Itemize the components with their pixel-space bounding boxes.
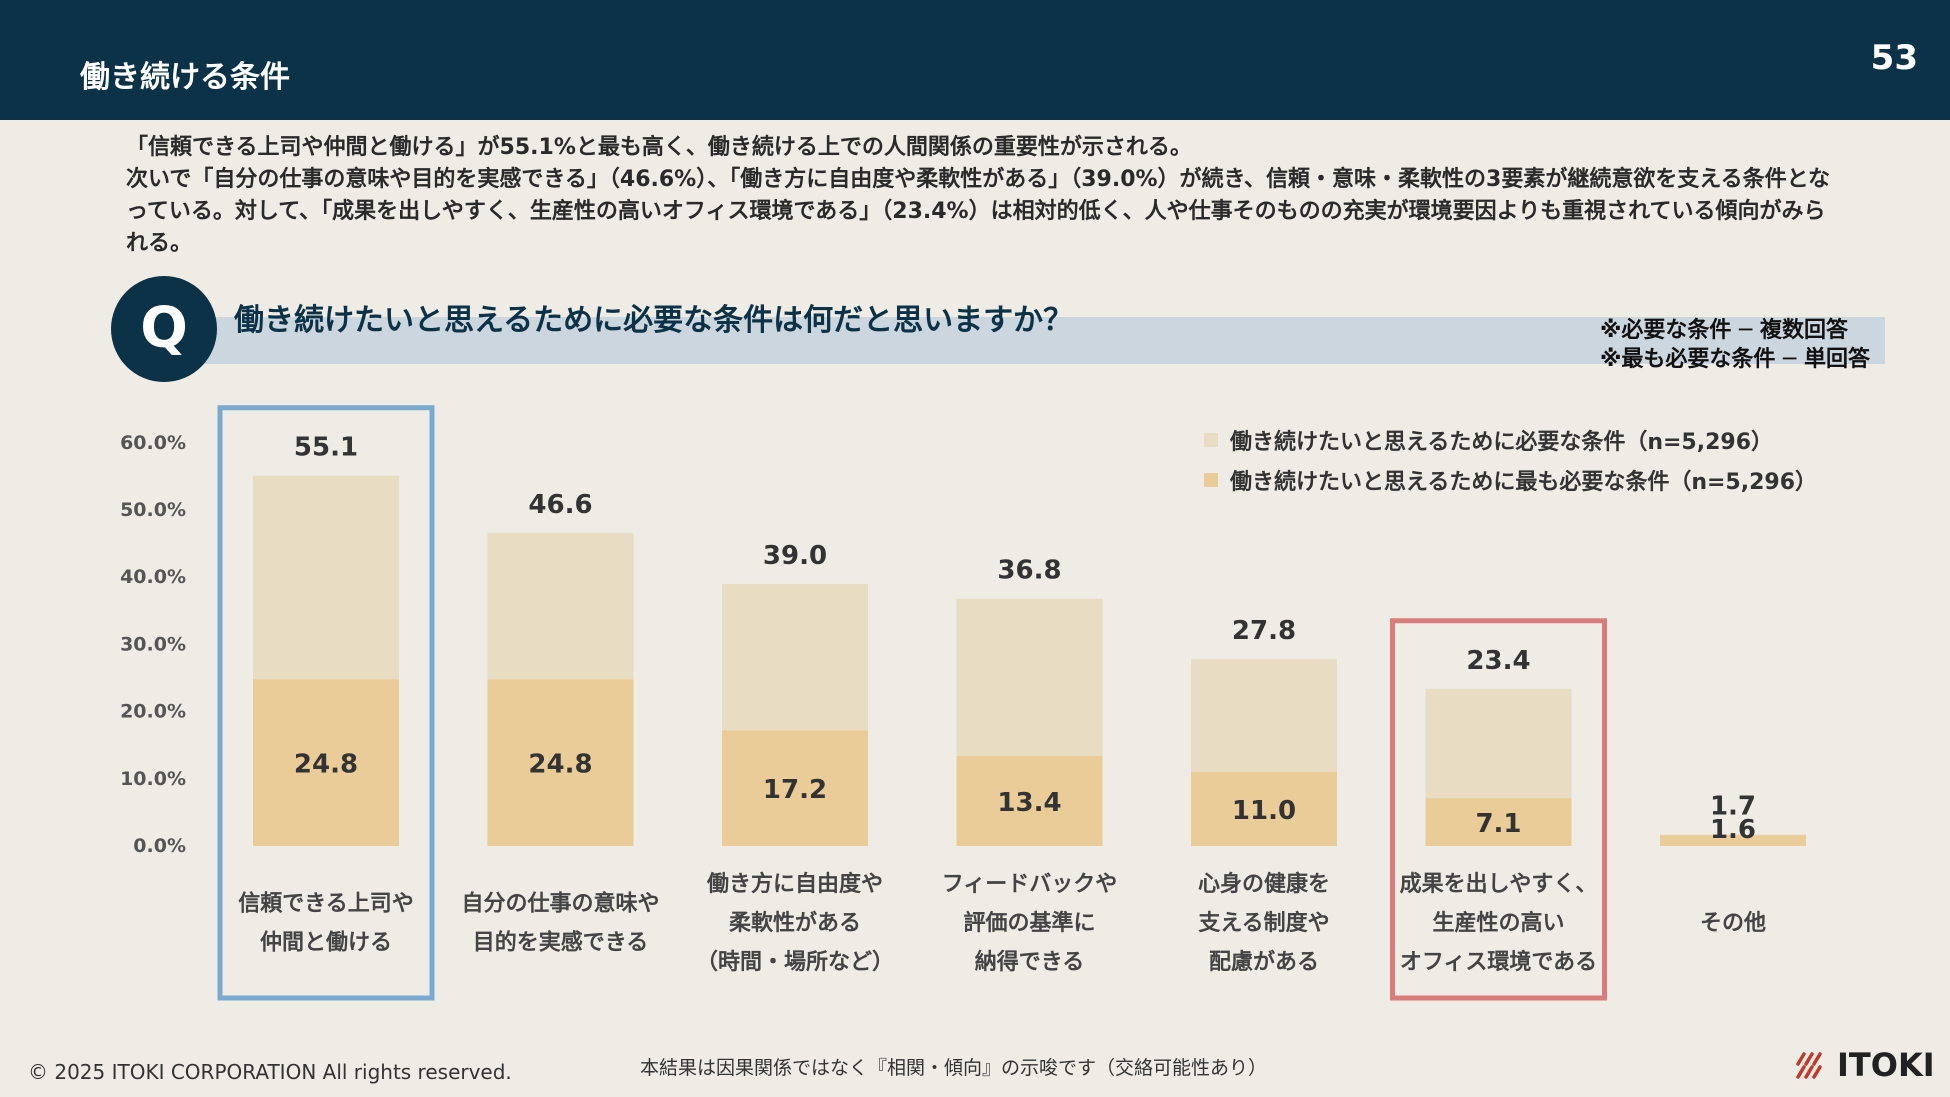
category-label: 自分の仕事の意味や (461, 891, 659, 917)
data-label-required: 36.8 (997, 556, 1061, 586)
category-label: 支える制度や (1198, 910, 1329, 936)
bar-most-required (1425, 798, 1572, 846)
bar-most-required (722, 730, 868, 846)
data-label-required: 46.6 (528, 490, 592, 520)
data-label-most-required: 17.2 (763, 775, 827, 805)
note-multiple-answer: ※必要な条件 ─ 複数回答 (1600, 318, 1848, 343)
summary-text: 「信頼できる上司や仲間と働ける」が55.1%と最も高く、働き続ける上での人間関係… (126, 132, 1846, 260)
category-label: 生産性の高い (1432, 910, 1564, 936)
data-label-required: 1.7 (1710, 792, 1756, 822)
data-label-required: 55.1 (294, 433, 358, 463)
y-tick-label: 0.0% (133, 835, 186, 857)
category-label: オフィス環境である (1400, 949, 1597, 975)
bar-most-required (487, 679, 634, 846)
logo-text: ITOKI (1837, 1046, 1935, 1084)
y-tick-label: 60.0% (120, 432, 186, 454)
highlight-box (1390, 618, 1607, 1001)
y-tick-label: 50.0% (120, 499, 186, 521)
data-label-most-required: 24.8 (294, 750, 358, 780)
question-band (175, 317, 1885, 364)
category-label: 目的を実感できる (473, 930, 649, 956)
data-label-most-required: 13.4 (997, 788, 1061, 818)
category-label: 仲間と働ける (260, 930, 392, 956)
logo-stroke (1812, 1065, 1822, 1079)
legend-label-most-required: 働き続けたいと思えるために最も必要な条件（n=5,296） (1230, 470, 1818, 495)
category-label: 納得できる (975, 949, 1085, 975)
legend-item-required: 働き続けたいと思えるために必要な条件（n=5,296） (1204, 420, 1817, 460)
category-label: フィードバックや (942, 872, 1118, 897)
highlight-box (217, 405, 435, 1001)
data-label-required: 23.4 (1466, 646, 1530, 676)
logo-mark-icon (1796, 1052, 1822, 1079)
page-title: 働き続ける条件 (80, 60, 290, 95)
logo-stroke (1812, 1052, 1822, 1066)
data-label-most-required: 24.8 (528, 750, 592, 780)
footer-note: 本結果は因果関係ではなく『相関・傾向』の示唆です（交絡可能性あり） (640, 1057, 1268, 1079)
logo-stroke (1796, 1052, 1806, 1066)
legend-label-required: 働き続けたいと思えるために必要な条件（n=5,296） (1230, 430, 1774, 455)
logo-stroke (1804, 1065, 1814, 1079)
question-text: 働き続けたいと思えるために必要な条件は何だと思いますか？ (234, 303, 1074, 338)
bar-most-required (1191, 772, 1337, 846)
category-label: 成果を出しやすく、 (1400, 872, 1598, 897)
logo-stroke (1796, 1065, 1806, 1079)
chart-legend: 働き続けたいと思えるために必要な条件（n=5,296） 働き続けたいと思えるため… (1204, 420, 1817, 500)
category-label: 信頼できる上司や (238, 891, 414, 917)
summary-line: 次いで「自分の仕事の意味や目的を実感できる」（46.6%）、「働き方に自由度や柔… (126, 167, 1830, 256)
bar-most-required (253, 679, 399, 846)
summary-line: 「信頼できる上司や仲間と働ける」が55.1%と最も高く、働き続ける上での人間関係… (126, 135, 1192, 160)
data-label-required: 27.8 (1232, 616, 1296, 646)
y-tick-label: 40.0% (120, 566, 186, 588)
page-number: 53 (1870, 38, 1918, 78)
category-label: 心身の健康を (1198, 871, 1330, 897)
category-label: 配慮がある (1209, 949, 1319, 975)
legend-swatch-required (1204, 433, 1218, 447)
data-label-most-required: 1.6 (1710, 815, 1756, 845)
category-label: 働き方に自由度や (706, 871, 883, 897)
legend-item-most-required: 働き続けたいと思えるために最も必要な条件（n=5,296） (1204, 460, 1817, 500)
category-label: 評価の基準に (963, 910, 1095, 936)
header-bar: 働き続ける条件 53 (0, 0, 1950, 120)
category-label: その他 (1700, 911, 1766, 936)
legend-swatch-most-required (1204, 473, 1218, 487)
data-label-most-required: 11.0 (1232, 796, 1296, 826)
bar-most-required (1660, 835, 1806, 846)
itoki-logo: ITOKI (1795, 1046, 1935, 1084)
question-mark-icon: Q (111, 276, 217, 382)
copyright: © 2025 ITOKI CORPORATION All rights rese… (28, 1060, 512, 1084)
note-single-answer: ※最も必要な条件 ─ 単回答 (1600, 347, 1870, 372)
data-label-required: 39.0 (763, 541, 827, 571)
y-tick-label: 30.0% (120, 633, 186, 655)
answer-notes: ※必要な条件 ─ 複数回答 ※最も必要な条件 ─ 単回答 (1600, 316, 1870, 374)
category-label: （時間・場所など） (696, 950, 894, 975)
y-tick-label: 10.0% (120, 768, 186, 790)
y-tick-label: 20.0% (120, 701, 186, 723)
logo-stroke (1804, 1052, 1814, 1066)
bar-most-required (956, 755, 1103, 846)
category-label: 柔軟性がある (729, 910, 861, 936)
data-label-most-required: 7.1 (1475, 809, 1521, 839)
